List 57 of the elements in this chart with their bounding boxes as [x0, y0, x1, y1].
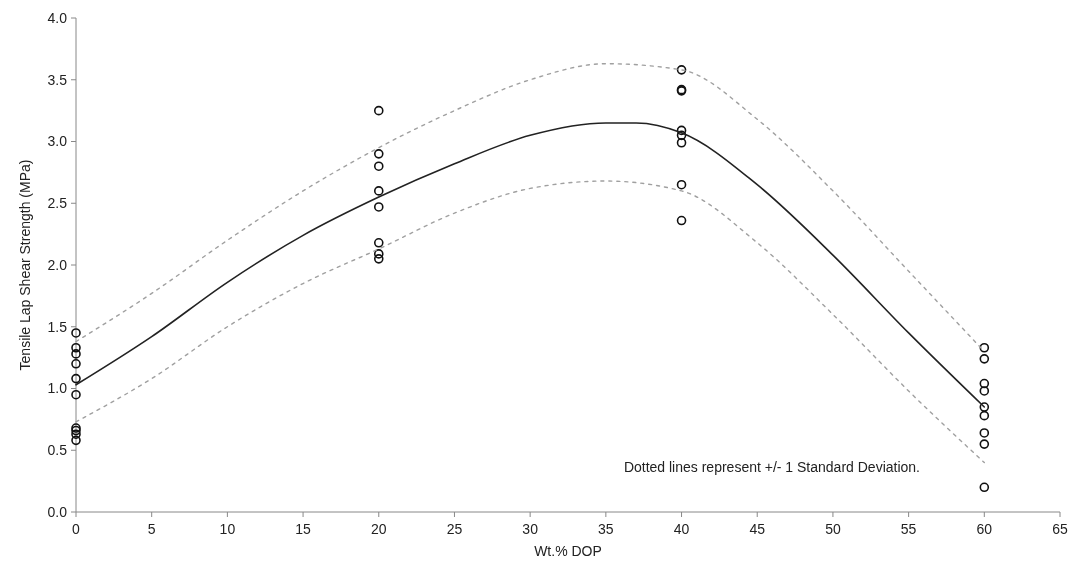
- point: [373, 254, 384, 264]
- point: [373, 249, 384, 259]
- point: [676, 179, 687, 190]
- x-axis-title: Wt.% DOP: [534, 543, 602, 559]
- point: [979, 342, 990, 353]
- x-tick-label: 15: [295, 521, 312, 537]
- point: [71, 435, 81, 446]
- y-tick-label: 2.5: [47, 195, 68, 212]
- point: [373, 186, 384, 196]
- point: [979, 386, 990, 396]
- point: [71, 373, 81, 384]
- point: [373, 202, 384, 212]
- y-tick-label: 3.5: [47, 71, 68, 88]
- annotation: Dotted lines represent +/- 1 Standard Deviation.: [623, 459, 920, 475]
- point: [979, 410, 990, 421]
- point: [676, 125, 687, 136]
- x-tick-label: 30: [522, 521, 539, 537]
- x-tick-label: 35: [598, 521, 614, 537]
- point: [373, 149, 384, 159]
- x-tick-label: 25: [446, 521, 463, 537]
- point: [979, 428, 990, 438]
- point: [676, 137, 687, 148]
- y-tick-label: 3.0: [47, 133, 68, 150]
- y-tick-label: 0.0: [47, 503, 68, 520]
- point: [71, 342, 81, 353]
- point: [979, 439, 990, 449]
- x-tick-label: 40: [673, 521, 690, 537]
- x-tick-label: 10: [219, 521, 236, 537]
- y-axis-title: Tensile Lap Shear Strength (MPa): [17, 159, 33, 371]
- point: [71, 328, 81, 338]
- point: [71, 359, 81, 369]
- point: [373, 161, 384, 171]
- point: [71, 389, 81, 400]
- y-tick-label: 0.5: [47, 442, 68, 459]
- x-tick-label: 45: [749, 521, 766, 537]
- point: [676, 65, 687, 75]
- x-tick-label: 55: [900, 521, 917, 537]
- x-tick-label: 5: [147, 521, 156, 537]
- point: [71, 349, 81, 359]
- x-tick-label: 20: [370, 521, 387, 537]
- x-tick-label: 0: [72, 521, 81, 537]
- point: [676, 130, 687, 141]
- point: [979, 378, 990, 389]
- point: [373, 105, 384, 116]
- point: [71, 429, 81, 439]
- y-tick-label: 2.0: [47, 256, 68, 273]
- x-tick-label: 65: [1052, 521, 1068, 537]
- point: [676, 215, 687, 226]
- y-tick-label: 1.0: [47, 380, 68, 397]
- point: [979, 402, 990, 412]
- point: [373, 237, 384, 248]
- y-tick-label: 4.0: [47, 9, 68, 26]
- x-tick-label: 60: [976, 521, 993, 537]
- y-tick-label: 1.5: [47, 318, 68, 335]
- x-tick-label: 50: [825, 521, 841, 537]
- point: [979, 482, 990, 493]
- point: [979, 354, 990, 364]
